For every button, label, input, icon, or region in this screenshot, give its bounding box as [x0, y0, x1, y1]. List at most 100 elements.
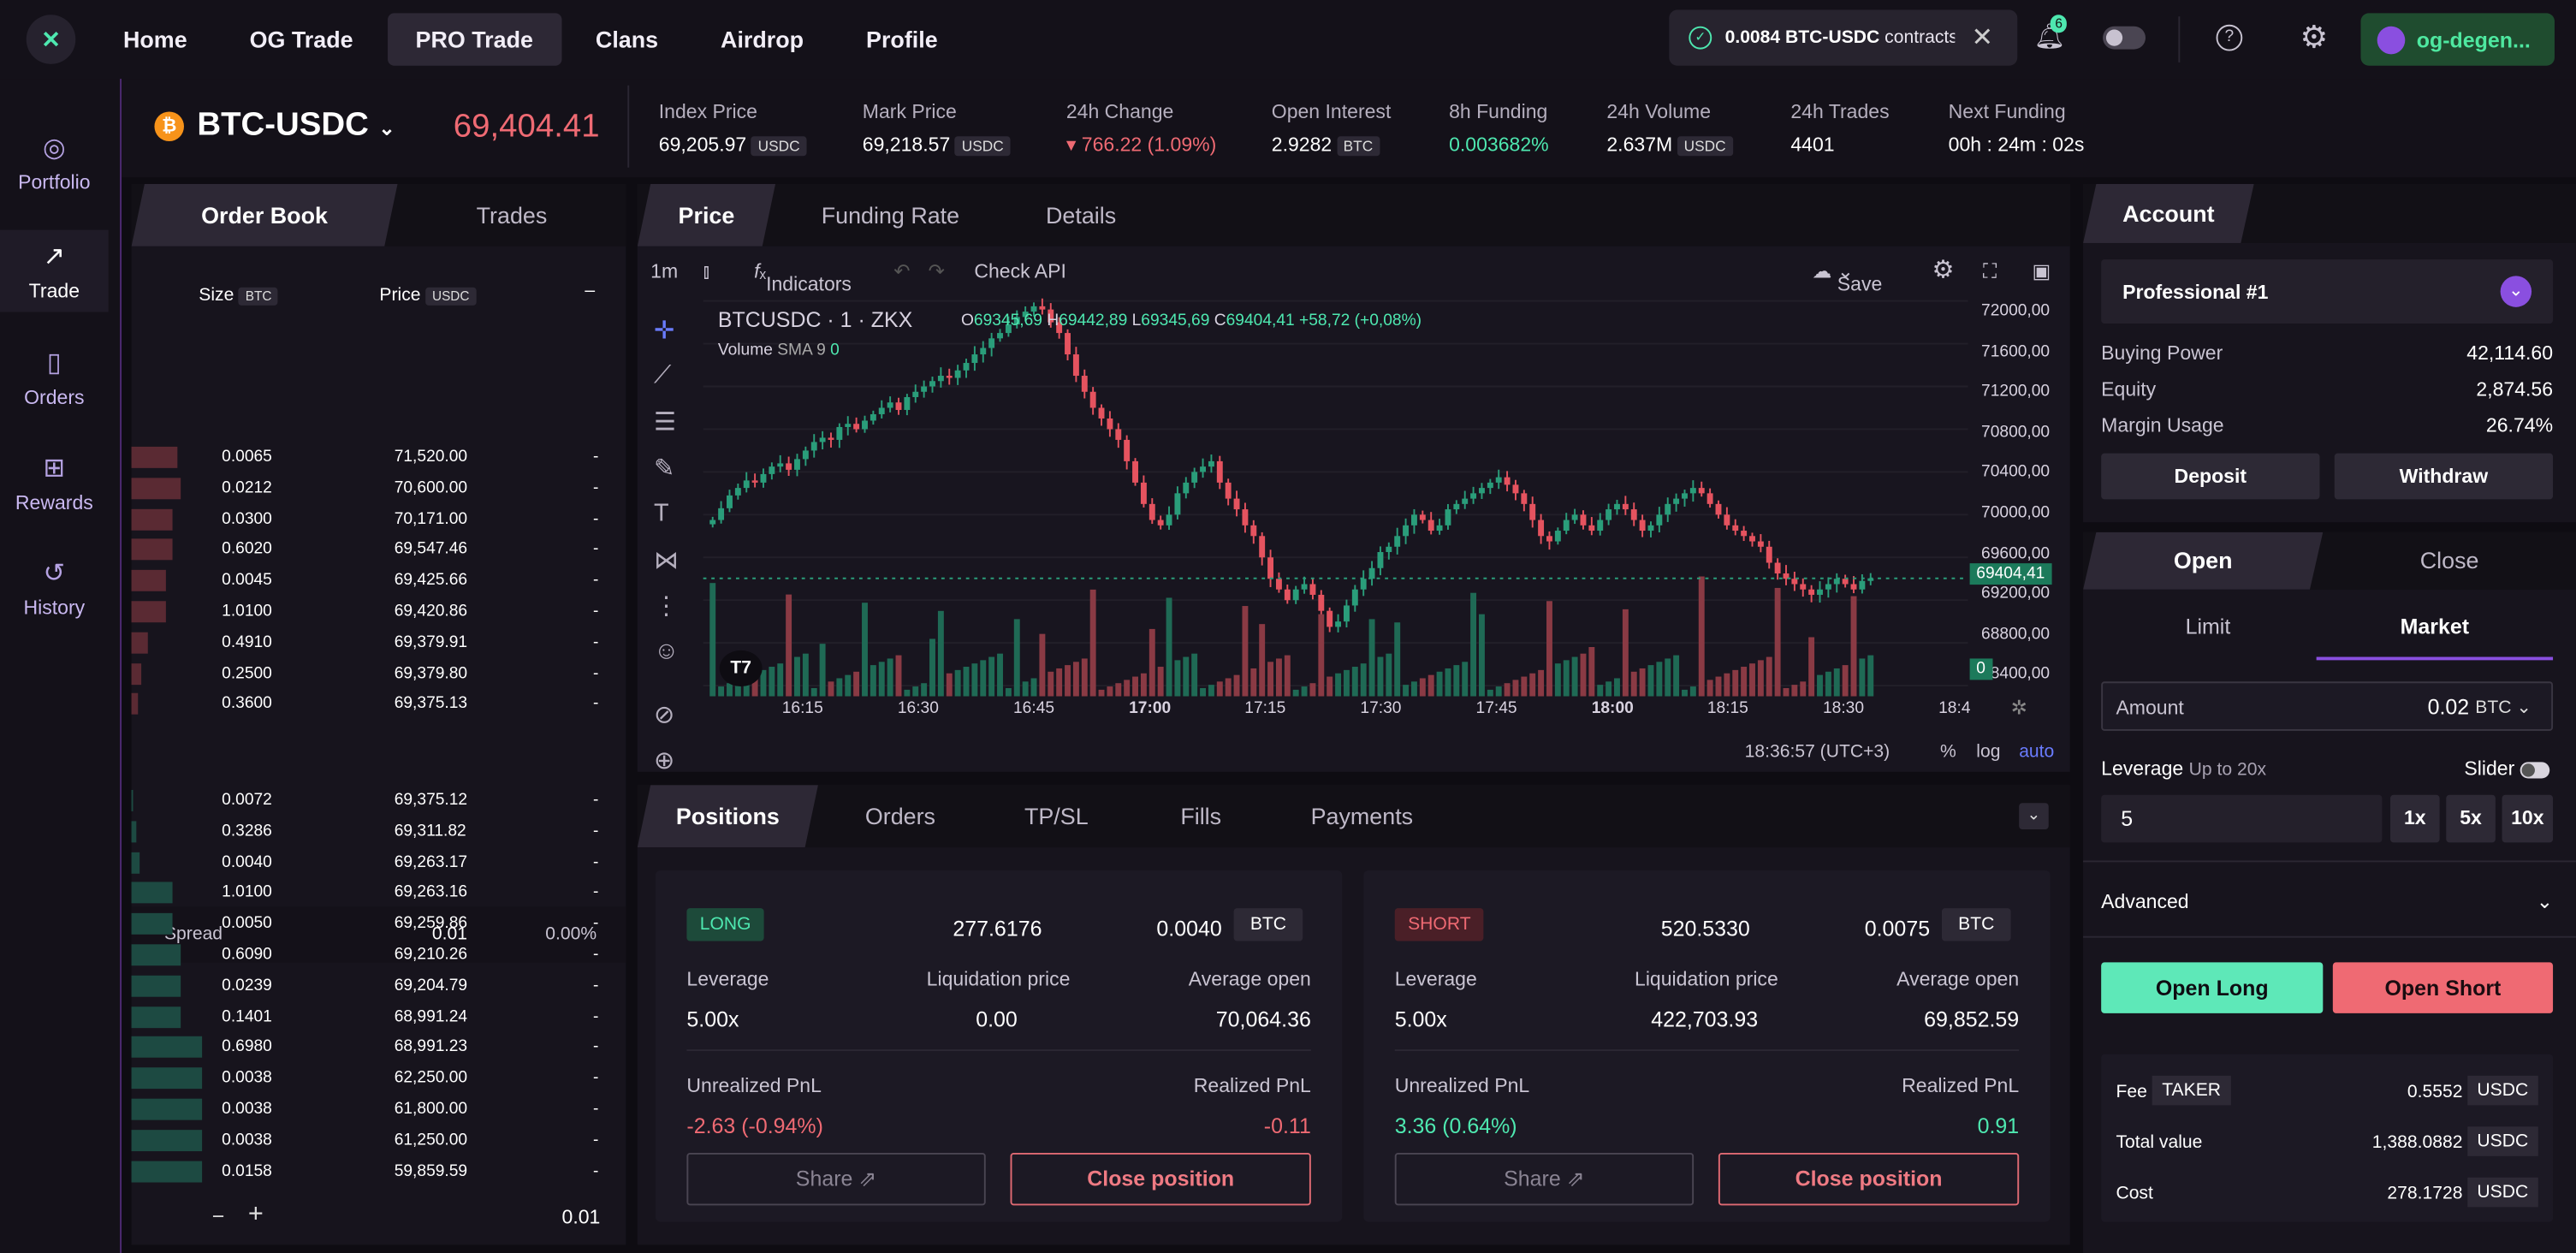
asks-row[interactable]: 0.0212 70,600.00 - [131, 472, 626, 503]
leverage-5x-button[interactable]: 5x [2446, 794, 2496, 843]
go-to-date-icon[interactable]: ✲ [2010, 696, 2027, 720]
share-button[interactable]: Share ⇗ [686, 1152, 986, 1206]
open-long-button[interactable]: Open Long [2101, 962, 2324, 1013]
bids-row[interactable]: 0.6090 69,210.26 - [131, 940, 626, 971]
percent-toggle[interactable]: % [1940, 742, 1956, 763]
auto-toggle[interactable]: auto [2019, 742, 2055, 763]
interval-selector[interactable]: 1m [650, 259, 679, 283]
deposit-button[interactable]: Deposit [2101, 453, 2320, 500]
tab-fills[interactable]: Fills [1180, 803, 1222, 829]
sidebar-item-history[interactable]: ↺ History [0, 556, 109, 628]
asks-row[interactable]: 0.0045 69,425.66 - [131, 565, 626, 596]
log-toggle[interactable]: log [1976, 742, 2001, 763]
open-short-button[interactable]: Open Short [2332, 962, 2554, 1013]
tab-details[interactable]: Details [1046, 202, 1117, 229]
withdraw-button[interactable]: Withdraw [2334, 453, 2554, 500]
sidebar-item-rewards[interactable]: ⊞ Rewards [0, 452, 109, 524]
close-position-button[interactable]: Close position [1718, 1152, 2020, 1206]
close-icon[interactable]: ✕ [1971, 24, 1994, 53]
asks-row[interactable]: 0.0300 70,171.00 - [131, 503, 626, 534]
profile-selector[interactable]: Professional #1 ⌄ [2101, 259, 2554, 324]
candlestick-chart[interactable] [703, 295, 1968, 697]
nav-clans[interactable]: Clans [595, 26, 659, 53]
asks-row[interactable]: 0.3600 69,375.13 - [131, 689, 626, 720]
camera-icon[interactable]: ▣ [2032, 259, 2051, 283]
asks-row[interactable]: 0.0065 71,520.00 - [131, 442, 626, 472]
asks-row[interactable]: 0.6020 69,547.46 - [131, 534, 626, 565]
minus-button[interactable]: − [211, 1203, 225, 1229]
bids-row[interactable]: 0.1401 68,991.24 - [131, 1001, 626, 1032]
candle-type-icon[interactable]: ⫾ [703, 259, 709, 283]
tab-positions[interactable]: Positions [638, 785, 818, 847]
nav-og-trade[interactable]: OG Trade [249, 26, 353, 53]
zoom-icon[interactable]: ⊕ [654, 747, 675, 775]
collapse-button[interactable]: – [585, 281, 596, 301]
brush-icon[interactable]: ✎ [654, 454, 675, 484]
asks-row[interactable]: 0.4910 69,379.91 - [131, 627, 626, 658]
tab-tpsl[interactable]: TP/SL [1024, 803, 1089, 829]
slider-toggle[interactable]: Slider [2464, 757, 2550, 780]
bids-row[interactable]: 0.0038 61,250.00 - [131, 1125, 626, 1155]
nav-profile[interactable]: Profile [866, 26, 938, 53]
trendline-icon[interactable]: ⟋ [654, 361, 672, 389]
undo-icon[interactable]: ↶ [893, 259, 911, 283]
sidebar-item-portfolio[interactable]: ◎ Portfolio [0, 132, 109, 204]
account-button[interactable]: og-degen... [2360, 13, 2555, 66]
collapse-panel-button[interactable]: ⌄ [2019, 803, 2049, 829]
tab-limit[interactable]: Limit [2185, 614, 2231, 639]
leverage-input[interactable]: 5 [2101, 794, 2383, 843]
symbol-selector[interactable]: BTC-USDC ⌄ [197, 107, 395, 145]
app-logo[interactable]: ✕ [26, 15, 76, 64]
redo-icon[interactable]: ↷ [928, 259, 945, 283]
asks-row[interactable]: 1.0100 69,420.86 - [131, 597, 626, 627]
advanced-toggle[interactable]: Advanced ⌄ [2101, 889, 2554, 913]
pattern-icon[interactable]: ⋈ [654, 546, 679, 575]
tab-price[interactable]: Price [638, 184, 775, 246]
tab-orders[interactable]: Orders [864, 803, 936, 829]
chart-settings-icon[interactable]: ⚙︎ [1932, 256, 1955, 284]
plus-button[interactable]: + [247, 1200, 264, 1229]
fullscreen-icon[interactable]: ⛶ [1982, 259, 1997, 283]
ruler-icon[interactable]: ⊘ [654, 701, 675, 729]
tab-open[interactable]: Open [2083, 532, 2323, 590]
save-button[interactable]: ☁︎ Save ⌄ [1812, 259, 1883, 296]
leverage-10x-button[interactable]: 10x [2502, 794, 2554, 843]
horizontal-lines-icon[interactable]: ☰ [654, 408, 676, 437]
bids-row[interactable]: 0.6980 68,991.23 - [131, 1032, 626, 1063]
bids-row[interactable]: 0.0040 69,263.17 - [131, 846, 626, 877]
share-button[interactable]: Share ⇗ [1394, 1152, 1695, 1206]
emoji-icon[interactable]: ☺ [654, 637, 680, 666]
bids-row[interactable]: 0.0038 61,800.00 - [131, 1094, 626, 1125]
sidebar-item-orders[interactable]: ▯ Orders [0, 347, 109, 419]
bids-row[interactable]: 1.0100 69,263.16 - [131, 877, 626, 908]
tab-payments[interactable]: Payments [1310, 803, 1414, 829]
tab-market[interactable]: Market [2400, 614, 2470, 639]
crosshair-icon[interactable]: ✛ [654, 317, 675, 345]
nav-airdrop[interactable]: Airdrop [721, 26, 804, 53]
bids-row[interactable]: 0.0239 69,204.79 - [131, 971, 626, 1001]
amount-input[interactable]: Amount 0.02 BTC ⌄ [2101, 681, 2554, 731]
gear-icon[interactable]: ⚙︎ [2300, 21, 2329, 56]
tab-order-book[interactable]: Order Book [132, 184, 398, 246]
help-icon[interactable]: ? [2216, 24, 2243, 51]
bids-row[interactable]: 0.0038 62,250.00 - [131, 1063, 626, 1094]
asks-row[interactable]: 0.2500 69,379.80 - [131, 658, 626, 689]
sidebar-item-trade[interactable]: ↗ Trade [0, 229, 109, 312]
bids-row[interactable]: 0.0072 69,375.12 - [131, 785, 626, 816]
nav-home[interactable]: Home [122, 26, 187, 53]
text-icon[interactable]: T [654, 499, 669, 527]
tab-account[interactable]: Account [2083, 184, 2254, 243]
bids-row[interactable]: 0.0050 69,259.86 - [131, 908, 626, 939]
close-position-button[interactable]: Close position [1010, 1152, 1311, 1206]
measure-icon[interactable]: ⋮ [654, 592, 679, 621]
bids-row[interactable]: 0.0158 59,859.59 - [131, 1155, 626, 1186]
amount-unit-select[interactable]: BTC ⌄ [2475, 698, 2532, 718]
leverage-1x-button[interactable]: 1x [2390, 794, 2440, 843]
check-api-button[interactable]: Check API [974, 259, 1066, 283]
tab-funding-rate[interactable]: Funding Rate [821, 202, 960, 229]
tab-trades[interactable]: Trades [476, 202, 548, 229]
nav-pro-trade[interactable]: PRO Trade [387, 13, 561, 66]
indicators-button[interactable]: fₓ Indicators [754, 259, 852, 296]
bids-row[interactable]: 0.3286 69,311.82 - [131, 816, 626, 846]
bell-icon[interactable]: 🔔︎ 6 [2033, 15, 2068, 51]
